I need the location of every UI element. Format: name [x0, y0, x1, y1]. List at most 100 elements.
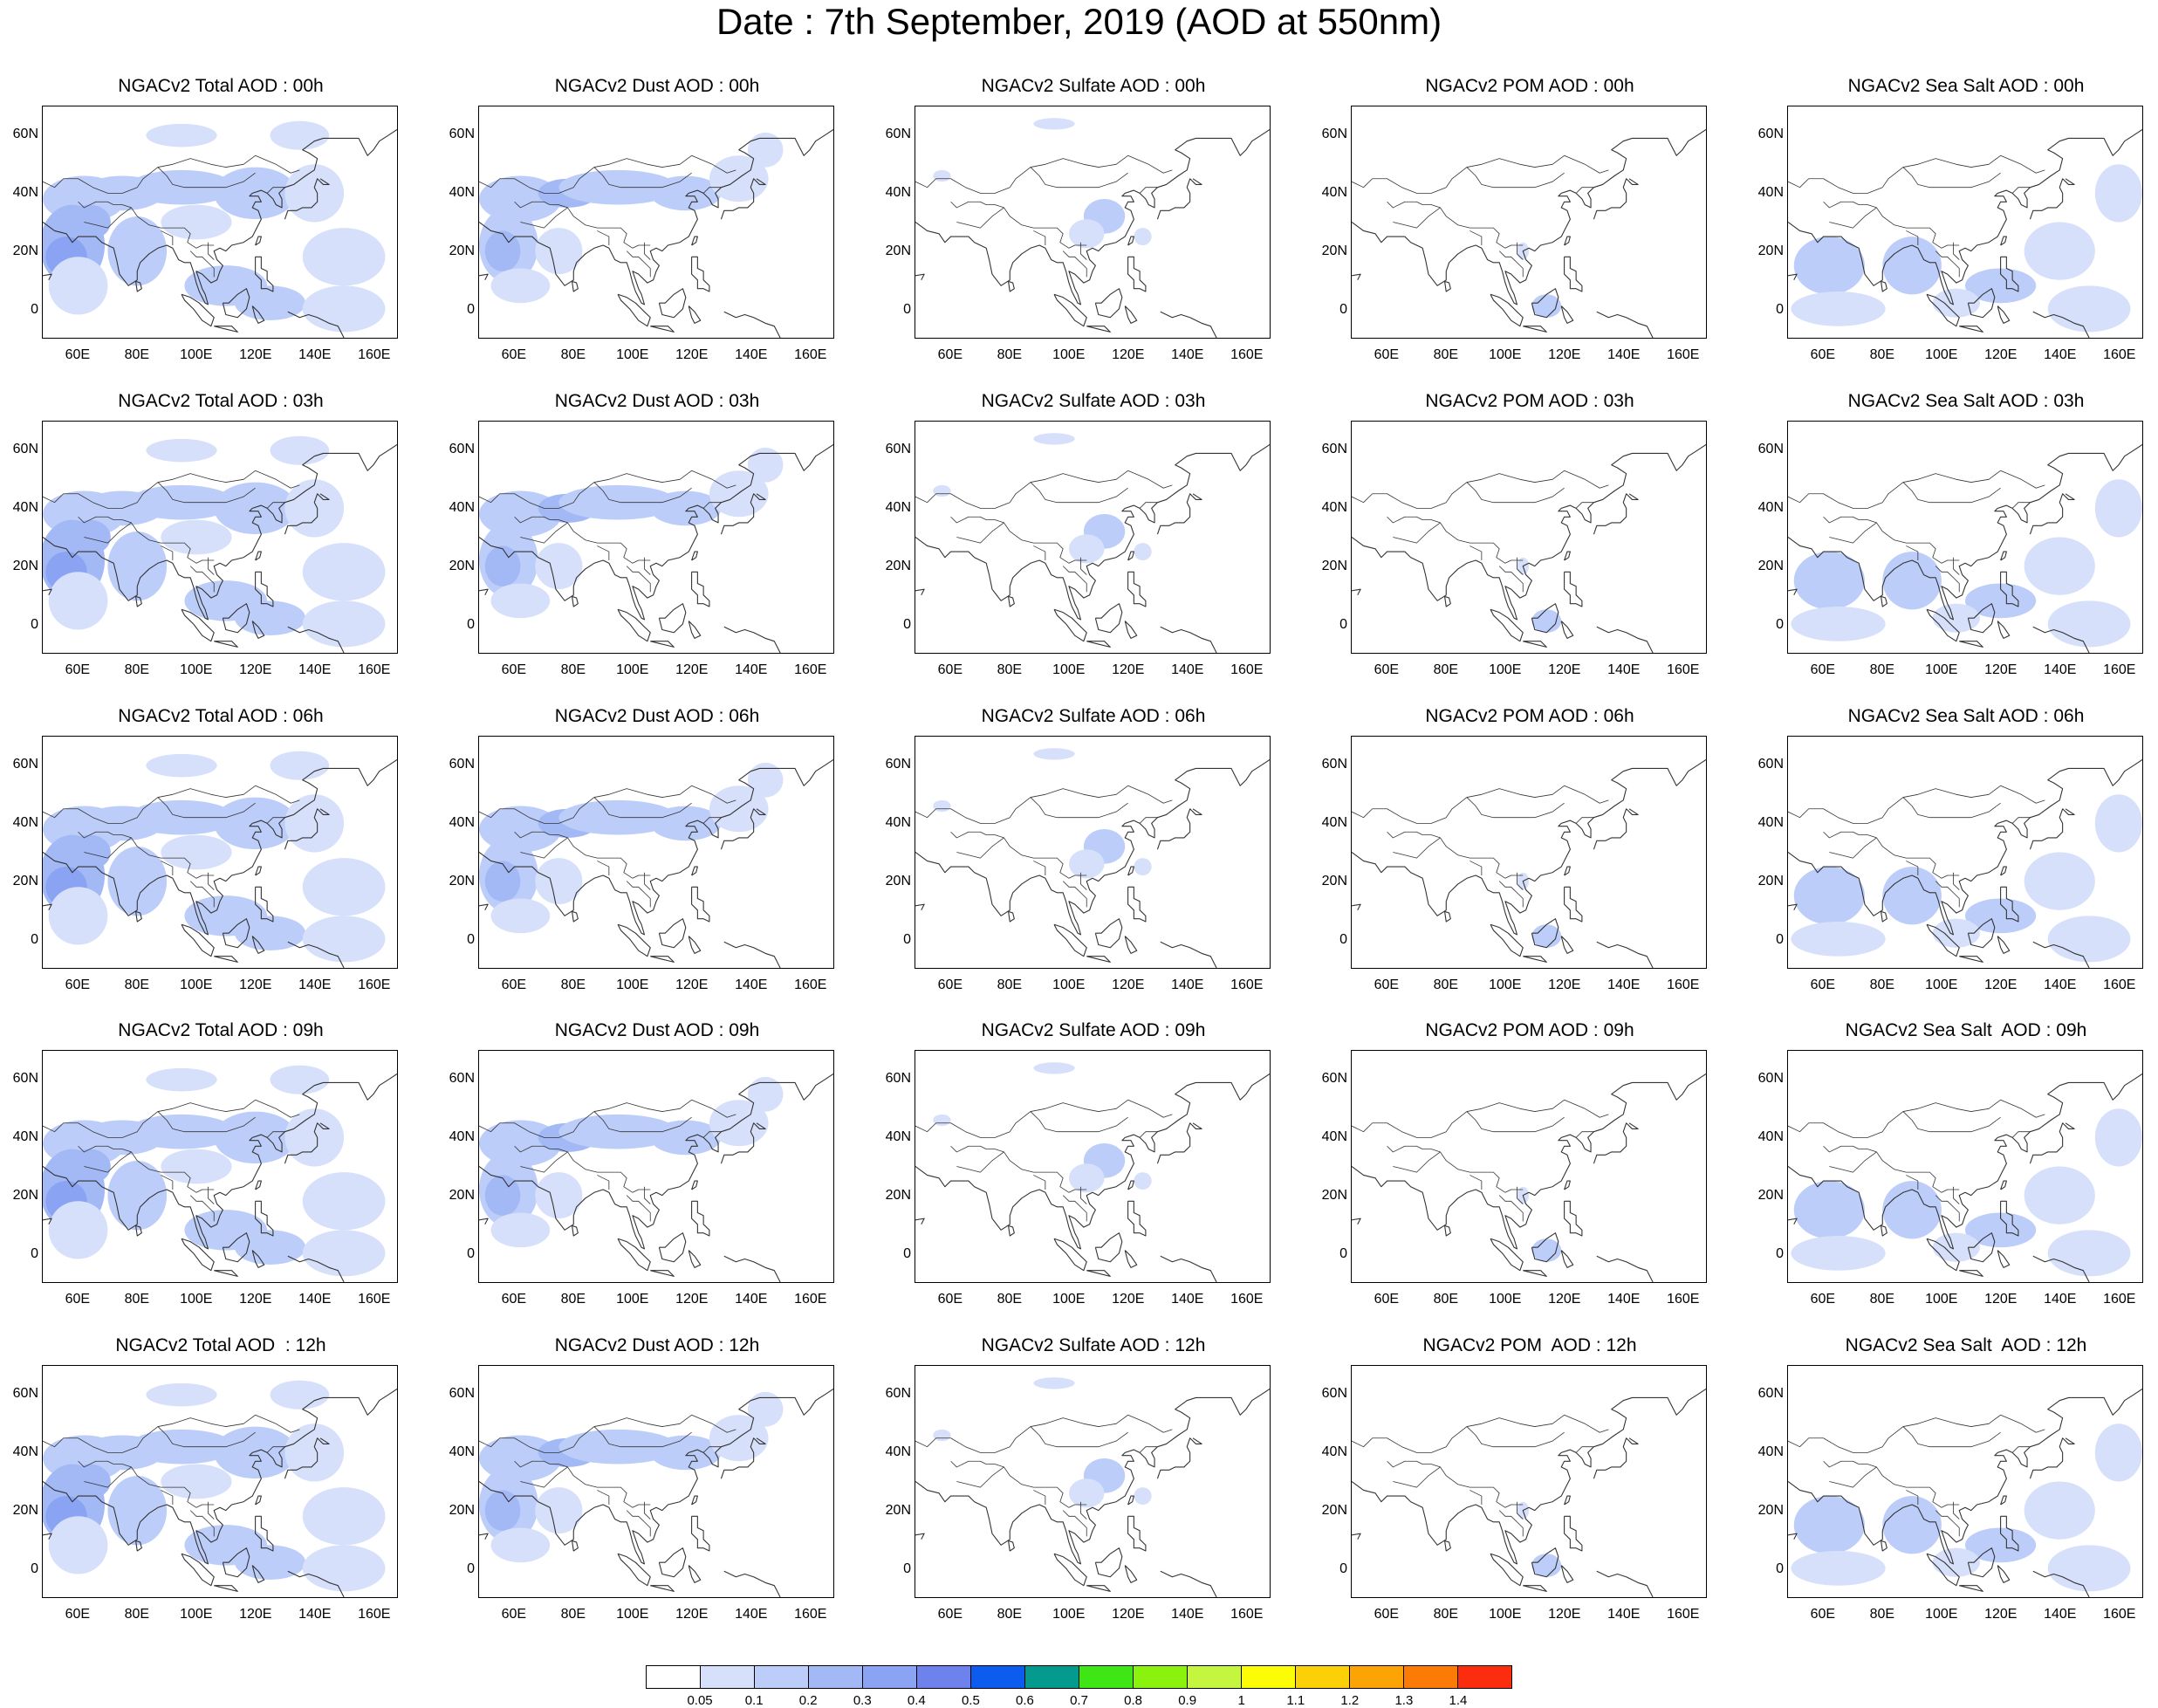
lon-tick-label: 120E [1984, 662, 2018, 677]
colorbar-swatch [1134, 1666, 1188, 1688]
lon-tick-label: 60E [501, 662, 527, 677]
lon-tick-label: 120E [239, 1292, 272, 1307]
aod-region [1068, 219, 1105, 249]
aod-region [1134, 1172, 1152, 1190]
lon-tick-label: 80E [1869, 1292, 1895, 1307]
map-line [1033, 545, 1046, 560]
map-line [1935, 250, 1960, 278]
map-canvas [915, 118, 1270, 338]
lat-tick-label: 40N [885, 500, 911, 516]
map-panel-total-03h: NGACv2 Total AOD : 03h 60N 40N 20N 0 60E 80E 10… [0, 389, 436, 695]
map-line [1080, 242, 1087, 260]
map-line [1997, 1250, 2011, 1268]
lat-tick-label: 60N [449, 1386, 475, 1402]
map-line [1523, 326, 1547, 333]
panel-title: NGACv2 Sulfate AOD : 09h [981, 1020, 1206, 1040]
map-line [1829, 1151, 1960, 1193]
panel-title: NGACv2 Sea Salt AOD : 03h [1847, 391, 2085, 411]
colorbar-swatch [1188, 1666, 1242, 1688]
lon-tick-label: 160E [1230, 977, 1264, 992]
lon-tick-label: 100E [616, 1607, 649, 1622]
aod-region [284, 794, 345, 853]
lon-tick-label: 160E [794, 977, 827, 992]
map-line [78, 1460, 114, 1468]
lon-tick-label: 140E [1171, 347, 1204, 362]
map-line [723, 1570, 781, 1597]
map-canvas [479, 1074, 833, 1282]
aod-region [709, 785, 769, 833]
lon-tick-label: 160E [1230, 347, 1264, 362]
lon-tick-label: 100E [180, 1292, 213, 1307]
map-frame [478, 106, 834, 339]
map-line [658, 603, 687, 634]
map-line [1596, 626, 1654, 653]
map-line [986, 1149, 1004, 1153]
colorbar-label: 0.3 [853, 1693, 872, 1708]
map-line [1859, 1149, 1877, 1153]
map-line [1352, 1218, 1361, 1225]
map-line [1393, 837, 1524, 879]
lon-tick-label: 160E [358, 977, 391, 992]
aod-region [650, 806, 722, 841]
map-line [1788, 1074, 2142, 1250]
map-line [1008, 1224, 1015, 1237]
aod-region [1882, 867, 1942, 925]
map-frame [42, 1050, 398, 1283]
map-line [702, 1446, 722, 1453]
map-line [157, 167, 256, 189]
map-line [626, 1510, 651, 1537]
map-line [479, 1074, 833, 1250]
map-line [1156, 178, 1202, 220]
lon-tick-label: 120E [1548, 662, 1581, 677]
map-canvas [43, 751, 397, 968]
lon-tick-label: 80E [124, 1607, 150, 1622]
map-line [950, 201, 987, 209]
map-line [1490, 608, 1524, 642]
map-line [2011, 817, 2031, 824]
lat-tick-label: 20N [449, 1502, 475, 1518]
map-panel-pom-09h: NGACv2 POM AOD : 09h 60N 40N 20N 0 60E 80E 100E… [1309, 1019, 1745, 1324]
map-line [915, 785, 1173, 824]
map-line [1444, 595, 1451, 607]
map-line [1469, 545, 1483, 560]
lon-tick-label: 120E [239, 662, 272, 677]
aod-region [234, 916, 306, 951]
map-line [1997, 621, 2011, 639]
lon-tick-label: 80E [1869, 347, 1895, 362]
map-line [1466, 167, 1565, 189]
lon-tick-label: 100E [1052, 1607, 1086, 1622]
lat-tick-label: 60N [1757, 1071, 1784, 1087]
map-line [78, 516, 114, 524]
map-line [78, 831, 114, 839]
map-line [1387, 1460, 1423, 1468]
aod-region [709, 470, 769, 518]
colorbar [646, 1665, 1512, 1689]
lon-tick-label: 80E [997, 347, 1023, 362]
map-frame [1787, 1365, 2143, 1598]
map-panel-pom-12h: NGACv2 POM AOD : 12h 60N 40N 20N 0 60E 80E 100E… [1309, 1334, 1745, 1639]
map-line [702, 817, 722, 824]
aod-region [1068, 849, 1105, 879]
lon-tick-label: 60E [65, 1607, 91, 1622]
aod-region [1068, 1478, 1105, 1508]
map-line [1560, 1565, 1574, 1583]
colorbar-label: 0.4 [907, 1693, 926, 1708]
map-line [1788, 444, 2142, 621]
colorbar-labels: 0.05 0.1 0.2 0.3 0.4 0.5 0.6 0.7 0.8 0.9 1 1.1 1.2 1.… [646, 1694, 1512, 1708]
map-line [251, 621, 265, 639]
map-line [214, 641, 238, 648]
colorbar-label: 0.7 [1070, 1693, 1088, 1708]
map-line [2011, 187, 2031, 194]
aod-region [161, 204, 232, 240]
lat-tick-label: 0 [903, 931, 911, 947]
lon-tick-label: 100E [616, 347, 649, 362]
map-line [915, 129, 1270, 305]
map-line [1352, 759, 1706, 936]
aod-region [1932, 603, 1980, 633]
map-line [1469, 1175, 1483, 1190]
map-line [915, 273, 925, 281]
map-line [1564, 1495, 1571, 1506]
map-line [514, 201, 551, 209]
map-line [1387, 1145, 1423, 1153]
lat-tick-label: 60N [12, 757, 38, 772]
